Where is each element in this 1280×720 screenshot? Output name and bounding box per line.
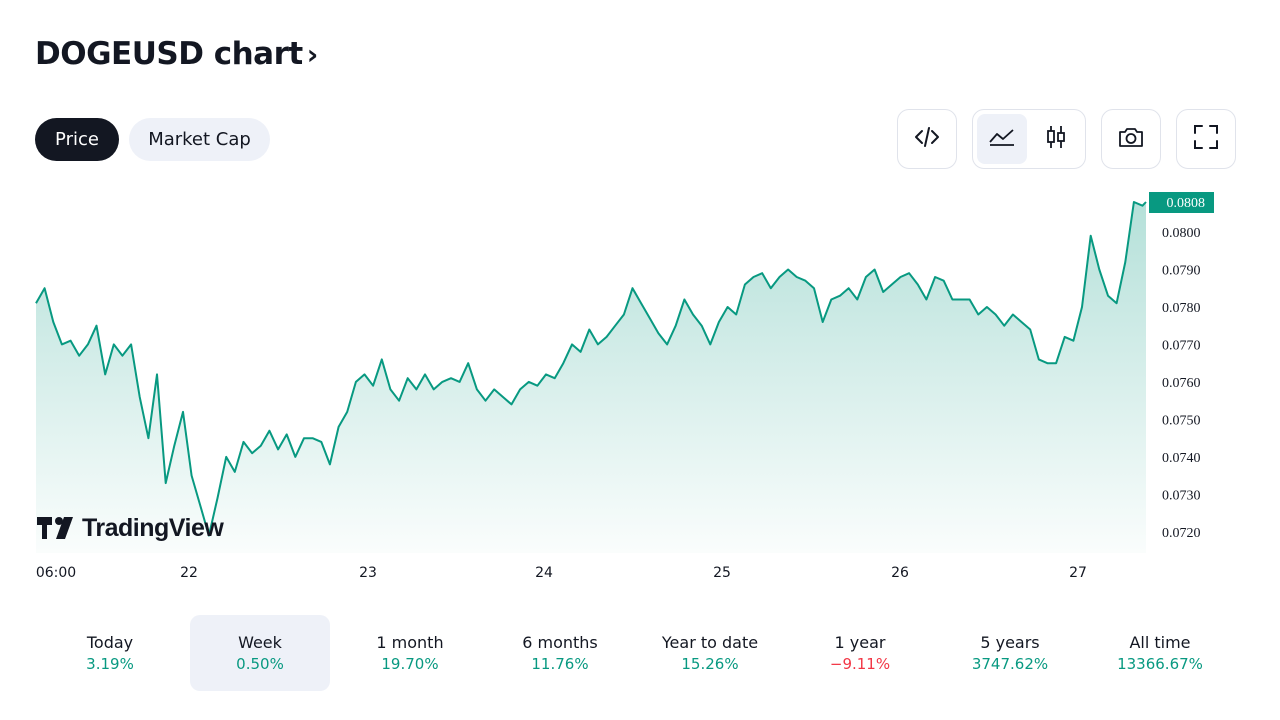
x-axis: 06:00 22 23 24 25 26 27 [36, 565, 1087, 581]
period-week[interactable]: Week 0.50% [190, 615, 330, 691]
period-label: 1 month [376, 633, 444, 652]
period-year-to-date[interactable]: Year to date 15.26% [640, 615, 780, 691]
period-label: Week [238, 633, 282, 652]
x-tick-label: 26 [891, 565, 909, 581]
x-tick-label: 27 [1069, 565, 1087, 581]
period-label: 6 months [522, 633, 598, 652]
x-tick-label: 06:00 [36, 565, 76, 581]
period-5-years[interactable]: 5 years 3747.62% [940, 615, 1080, 691]
y-tick-label: 0.0730 [1162, 488, 1201, 503]
period-label: All time [1129, 633, 1191, 652]
x-tick-label: 23 [359, 565, 377, 581]
y-tick-label: 0.0740 [1162, 451, 1201, 466]
fullscreen-button[interactable] [1176, 109, 1236, 169]
y-tick-label: 0.0760 [1162, 376, 1201, 391]
y-tick-label: 0.0720 [1162, 526, 1201, 541]
chevron-right-icon[interactable]: › [306, 38, 319, 71]
period-6-months[interactable]: 6 months 11.76% [490, 615, 630, 691]
period-label: 5 years [980, 633, 1040, 652]
watermark-text: TradingView [82, 514, 224, 542]
price-area-fill [36, 202, 1146, 553]
price-chart[interactable]: 0.0800 0.0790 0.0780 0.0770 0.0760 0.0750 0.07… [0, 180, 1280, 590]
tab-market-cap[interactable]: Market Cap [129, 118, 270, 161]
current-price-label: 0.0808 [1149, 192, 1214, 213]
chart-style-toggle [972, 109, 1086, 169]
period-label: Year to date [661, 633, 759, 652]
tradingview-logo[interactable]: TradingView [37, 514, 225, 542]
x-tick-label: 22 [180, 565, 198, 581]
snapshot-button[interactable] [1101, 109, 1161, 169]
x-tick-label: 25 [713, 565, 731, 581]
page-title[interactable]: DOGEUSD chart › [35, 36, 318, 72]
area-style-button[interactable] [977, 114, 1027, 164]
y-axis: 0.0800 0.0790 0.0780 0.0770 0.0760 0.0750 0.07… [1162, 226, 1201, 541]
code-icon [914, 124, 940, 154]
candlestick-icon [1045, 124, 1067, 154]
y-tick-label: 0.0800 [1162, 226, 1201, 241]
candle-style-button[interactable] [1031, 114, 1081, 164]
tv-logo-mark-icon [37, 517, 73, 539]
price-line [35, 201, 1147, 537]
period-change-value: 3.19% [86, 655, 134, 673]
y-tick-label: 0.0750 [1162, 413, 1201, 428]
tab-price[interactable]: Price [35, 118, 119, 161]
camera-icon [1117, 125, 1145, 153]
period-change-value: 0.50% [236, 655, 284, 673]
period-1-year[interactable]: 1 year −9.11% [790, 615, 930, 691]
period-change-value: 13366.67% [1117, 655, 1203, 673]
period-label: Today [86, 633, 134, 652]
x-tick-label: 24 [535, 565, 553, 581]
period-today[interactable]: Today 3.19% [40, 615, 180, 691]
embed-button[interactable] [897, 109, 957, 169]
current-price-text: 0.0808 [1167, 196, 1206, 211]
fullscreen-icon [1193, 124, 1219, 154]
period-change-value: 15.26% [681, 655, 739, 673]
period-change-value: 3747.62% [971, 655, 1049, 673]
y-tick-label: 0.0770 [1162, 338, 1201, 353]
period-all-time[interactable]: All time 13366.67% [1090, 615, 1230, 691]
y-tick-label: 0.0780 [1162, 301, 1201, 316]
period-change-value: −9.11% [829, 655, 891, 673]
area-chart-icon [988, 126, 1016, 152]
period-1-month[interactable]: 1 month 19.70% [340, 615, 480, 691]
y-tick-label: 0.0790 [1162, 264, 1201, 279]
period-label: 1 year [834, 633, 886, 652]
period-change-value: 19.70% [381, 655, 439, 673]
title-text[interactable]: DOGEUSD chart [35, 36, 303, 72]
period-change-value: 11.76% [531, 655, 589, 673]
